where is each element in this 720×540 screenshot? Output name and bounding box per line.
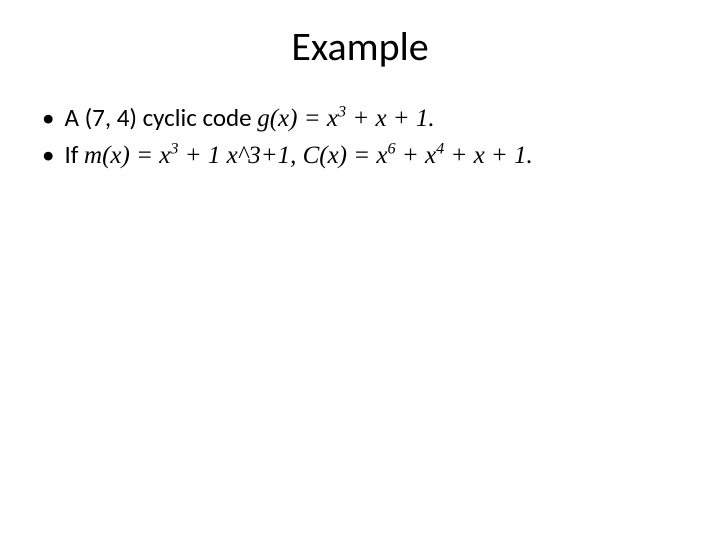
list-item: • If m(x) = x3 + 1 x^3+1, C(x) = x6 + x4… xyxy=(42,138,690,173)
bullet-text: If m(x) = x3 + 1 x^3+1, C(x) = x6 + x4 +… xyxy=(64,138,532,173)
page-title: Example xyxy=(0,0,720,101)
math-expression: m(x) = x3 + 1 x^3+1, C(x) = x6 + x4 + x … xyxy=(84,142,533,169)
math-expression: g(x) = x3 + x + 1. xyxy=(257,105,434,132)
content-area: • A (7, 4) cyclic code g(x) = x3 + x + 1… xyxy=(0,101,720,173)
bullet-text: A (7, 4) cyclic code g(x) = x3 + x + 1. xyxy=(64,101,434,136)
list-item: • A (7, 4) cyclic code g(x) = x3 + x + 1… xyxy=(42,101,690,136)
text-prefix: A (7, 4) cyclic code xyxy=(64,102,257,133)
bullet-marker: • xyxy=(42,101,54,135)
text-prefix: If xyxy=(64,139,84,170)
slide-container: Example • A (7, 4) cyclic code g(x) = x3… xyxy=(0,0,720,540)
bullet-marker: • xyxy=(42,138,54,172)
